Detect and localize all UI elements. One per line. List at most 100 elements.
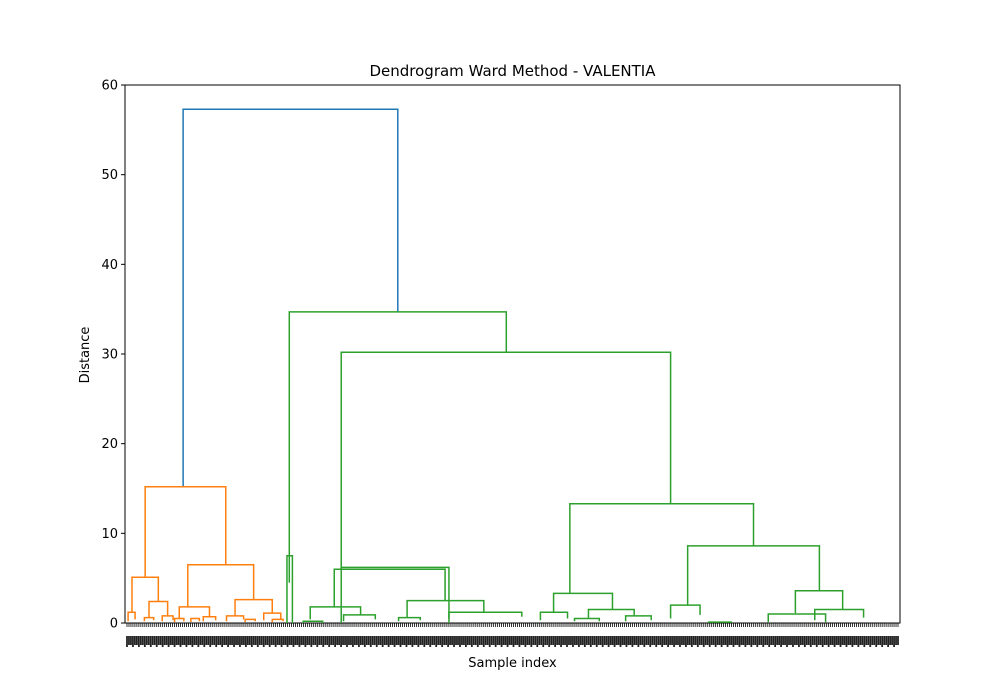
x-tick-label — [829, 636, 832, 645]
x-tick-label — [282, 636, 285, 645]
x-tick-label — [330, 636, 333, 645]
x-tick-label — [433, 636, 436, 645]
x-tick-label — [772, 636, 775, 645]
x-tick-label — [558, 636, 560, 645]
link-6 — [333, 568, 446, 607]
x-tick-label — [403, 636, 406, 645]
link-25 — [131, 576, 160, 613]
x-tick-label — [629, 636, 632, 645]
x-tick-label — [217, 636, 220, 645]
x-tick-label — [373, 636, 376, 645]
x-tick-label — [532, 636, 535, 645]
x-tick-label — [395, 636, 398, 645]
x-tick-label — [799, 636, 802, 645]
x-tick-label — [207, 636, 210, 645]
link-39 — [271, 618, 284, 623]
x-tick-label — [356, 636, 358, 645]
x-tick-label — [562, 636, 564, 645]
x-tick-label — [490, 636, 493, 645]
x-tick-label — [758, 636, 761, 645]
x-tick-label — [409, 636, 412, 645]
x-tick-label — [679, 636, 681, 647]
x-tick-label — [411, 636, 414, 647]
x-tick-label — [468, 636, 471, 645]
x-tick-label — [754, 636, 757, 645]
y-tick-label-30: 30 — [101, 348, 118, 363]
link-11 — [309, 606, 362, 620]
x-tick-label — [332, 636, 335, 645]
x-tick-label — [821, 636, 824, 647]
x-tick-label — [506, 636, 509, 647]
x-tick-label — [280, 636, 283, 647]
x-tick-label — [819, 636, 822, 645]
x-tick-label — [651, 636, 654, 645]
x-tick-label — [173, 636, 176, 647]
x-tick-label — [653, 636, 656, 645]
x-tick-label — [167, 636, 170, 647]
x-tick-label — [851, 636, 854, 647]
x-tick-label — [591, 636, 594, 645]
x-tick-label — [863, 636, 866, 647]
x-tick-label — [191, 636, 194, 647]
x-tick-label — [235, 636, 237, 645]
x-tick-label — [149, 636, 152, 647]
x-tick-label — [500, 636, 503, 647]
x-tick-label — [316, 636, 319, 647]
x-tick-label — [837, 636, 840, 645]
link-0 — [182, 108, 399, 487]
x-tick-label — [867, 636, 870, 645]
x-tick-label — [520, 636, 523, 645]
x-tick-label — [350, 636, 352, 645]
x-tick-label — [407, 636, 410, 645]
x-tick-label — [677, 636, 679, 645]
x-tick-label — [893, 636, 895, 647]
link-37 — [190, 617, 201, 623]
x-tick-label — [136, 636, 138, 645]
x-tick-label — [211, 636, 214, 645]
x-tick-label — [241, 636, 243, 645]
link-4 — [686, 545, 821, 606]
x-tick-label — [399, 636, 402, 647]
x-tick-label — [631, 636, 634, 647]
x-tick-label — [284, 636, 287, 645]
x-tick-label — [498, 636, 501, 645]
x-tick-label — [566, 636, 568, 647]
link-13 — [767, 613, 827, 623]
link-34 — [161, 615, 174, 622]
x-tick-label — [437, 636, 440, 645]
x-tick-label — [512, 636, 515, 647]
x-tick-label — [700, 636, 703, 645]
x-tick-label — [310, 636, 313, 647]
x-tick-label — [159, 636, 162, 645]
link-12 — [448, 611, 523, 619]
x-tick-label — [524, 636, 527, 647]
x-tick-label — [740, 636, 743, 645]
x-tick-label — [760, 636, 763, 645]
x-tick-label — [334, 636, 337, 647]
x-tick-label — [504, 636, 507, 645]
x-tick-label — [538, 636, 541, 645]
x-tick-label — [736, 636, 739, 645]
x-tick-label — [320, 636, 323, 645]
x-tick-label — [328, 636, 331, 647]
link-20 — [573, 617, 601, 622]
x-tick-label — [324, 636, 327, 645]
x-tick-label — [583, 636, 586, 647]
x-tick-label — [542, 636, 545, 647]
x-tick-label — [314, 636, 317, 645]
x-tick-label — [774, 636, 777, 647]
x-tick-label — [823, 636, 826, 645]
x-tick-label — [141, 636, 144, 645]
x-tick-label — [776, 636, 779, 645]
x-tick-label — [803, 636, 806, 647]
x-tick-label — [871, 636, 874, 645]
chart-title: Dendrogram Ward Method - VALENTIA — [369, 62, 656, 80]
x-tick-label — [667, 636, 669, 647]
y-axis-label: Distance — [78, 327, 93, 384]
x-tick-label — [581, 636, 584, 645]
x-tick-label — [857, 636, 860, 647]
x-tick-label — [827, 636, 830, 647]
x-tick-label — [815, 636, 818, 647]
x-tick-label — [288, 636, 291, 645]
x-tick-label — [508, 636, 511, 645]
